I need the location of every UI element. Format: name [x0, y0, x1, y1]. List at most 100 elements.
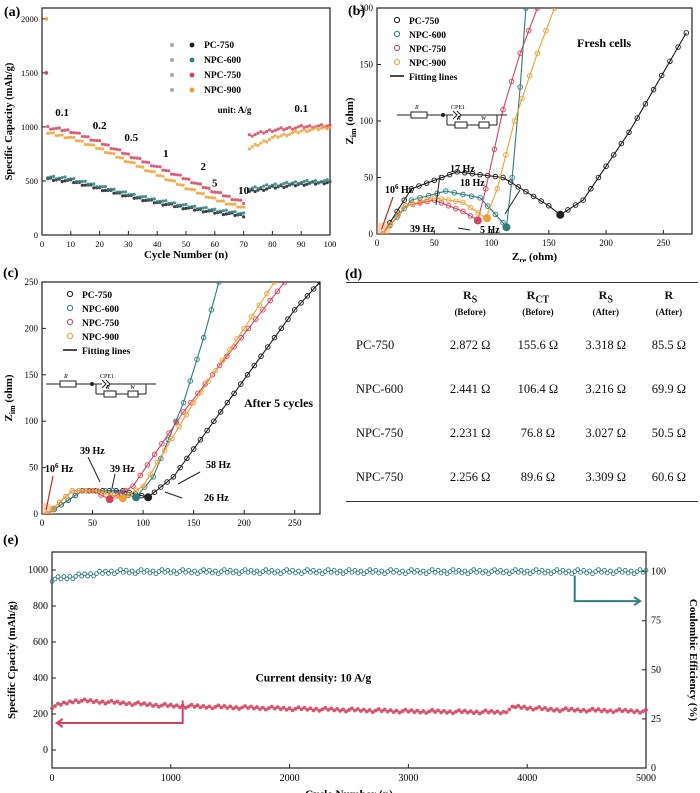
data-point-npc-900: [103, 150, 107, 155]
data-point-capacity: [159, 703, 164, 708]
freq-arrow: [87, 456, 101, 483]
data-point-capacity: [195, 703, 200, 708]
data-point-npc-900: [190, 399, 197, 406]
fitting-line-pc-750: [382, 32, 687, 234]
data-point-npc-750: [195, 181, 200, 186]
table-header-rs-after: RS (After): [592, 288, 619, 318]
data-point-efficiency: [602, 567, 607, 573]
data-point-capacity: [213, 705, 218, 709]
data-point-npc-900: [282, 132, 286, 136]
data-point-npc-600: [216, 282, 222, 285]
data-point-npc-750: [445, 202, 452, 209]
data-point-capacity: [255, 705, 259, 709]
data-point-npc-900: [198, 191, 202, 195]
data-point-capacity: [572, 708, 577, 713]
data-point-npc-900: [80, 139, 84, 143]
data-point-npc-600: [509, 174, 515, 181]
table-cell: 76.8 Ω: [520, 425, 556, 440]
data-point-npc-600: [477, 195, 483, 201]
legend-marker: [393, 44, 401, 52]
data-point-npc-750: [267, 297, 273, 304]
data-point-efficiency: [358, 568, 364, 574]
data-point-npc-900: [60, 133, 64, 137]
data-point-efficiency: [414, 567, 420, 573]
data-point-efficiency: [504, 568, 509, 574]
data-point-npc-600: [86, 182, 90, 186]
data-point-capacity: [575, 707, 580, 712]
data-point-capacity: [480, 710, 485, 714]
data-point-capacity: [504, 710, 509, 715]
x-tick-label: 150: [187, 518, 201, 528]
data-point-npc-750: [112, 147, 116, 151]
unit-note: unit: A/g: [218, 105, 252, 115]
x-tick-label: 150: [542, 238, 556, 248]
data-point-npc-900: [169, 435, 175, 442]
chart-c: (c)050100150200250050100150200250Zre (oh…: [3, 266, 321, 528]
data-point-npc-750: [115, 147, 119, 151]
freq-label: 26 Hz: [204, 493, 229, 504]
data-point-capacity: [626, 709, 631, 714]
data-point-capacity: [284, 707, 289, 712]
data-point-pc-750: [317, 282, 320, 285]
data-point-capacity: [430, 708, 435, 712]
data-point-npc-750: [109, 146, 113, 151]
data-point-npc-900: [302, 128, 306, 132]
legend-marker-alt: [170, 43, 174, 47]
y-axis-label: Zim (ohm): [345, 97, 358, 144]
data-point-npc-600: [155, 200, 159, 204]
data-point-npc-900: [106, 151, 110, 155]
equivalent-circuit: R CPE1 R W: [46, 374, 156, 398]
data-point-capacity: [465, 710, 470, 715]
data-point-efficiency: [52, 576, 58, 582]
data-point-npc-750: [95, 138, 99, 143]
data-point-capacity: [154, 702, 158, 707]
data-point-npc-900: [133, 487, 140, 493]
data-point-npc-600: [293, 180, 298, 184]
x-tick-label: 250: [657, 238, 671, 248]
data-point-npc-900: [204, 195, 208, 199]
data-point-npc-900: [69, 135, 73, 139]
data-point-npc-900: [236, 205, 240, 209]
data-point-npc-750: [296, 125, 300, 129]
capacity-axis-arrow: [56, 700, 184, 724]
data-point-npc-900: [46, 131, 50, 135]
data-point-npc-600: [184, 202, 188, 207]
x-tick-label: 40: [153, 239, 162, 249]
data-point-efficiency: [73, 573, 79, 579]
legend-marker: [189, 72, 195, 78]
data-point-capacity: [477, 711, 482, 716]
data-point-capacity: [353, 708, 357, 713]
data-point-npc-600: [170, 201, 174, 205]
data-point-npc-900: [147, 471, 154, 477]
data-point-capacity: [566, 708, 571, 713]
data-point-npc-750: [161, 168, 165, 172]
circuit-label: R: [105, 385, 110, 391]
data-point-npc-600: [121, 190, 125, 194]
data-point-npc-750: [123, 152, 128, 156]
data-point-capacity: [79, 698, 84, 703]
data-point-capacity: [171, 704, 176, 709]
data-point-efficiency: [144, 567, 150, 573]
data-point-npc-900: [305, 130, 309, 134]
data-point-capacity: [412, 710, 417, 715]
table-cell: 3.027 Ω: [585, 425, 627, 440]
data-point-capacity: [462, 708, 467, 713]
data-point-npc-900: [328, 125, 332, 129]
freq-label: 39 Hz: [110, 464, 135, 475]
data-point-pc-750: [204, 427, 210, 434]
x-tick-label: 20: [95, 239, 104, 249]
legend-label: PC-750: [82, 291, 112, 301]
data-point-npc-900: [325, 127, 329, 131]
data-point-npc-900: [424, 197, 430, 203]
y-tick-label: 0: [34, 230, 38, 240]
data-point-capacity: [115, 699, 120, 704]
data-point-pc-750: [278, 325, 284, 332]
data-point-pc-750: [431, 177, 438, 184]
x-tick-label: 200: [599, 238, 613, 248]
data-point-npc-600: [132, 192, 136, 196]
data-point-npc-600: [83, 179, 87, 183]
data-point-npc-750: [54, 126, 59, 130]
data-point-npc-750: [288, 125, 292, 129]
data-point-npc-750: [170, 172, 174, 176]
rate-label: 0.1: [294, 103, 308, 115]
